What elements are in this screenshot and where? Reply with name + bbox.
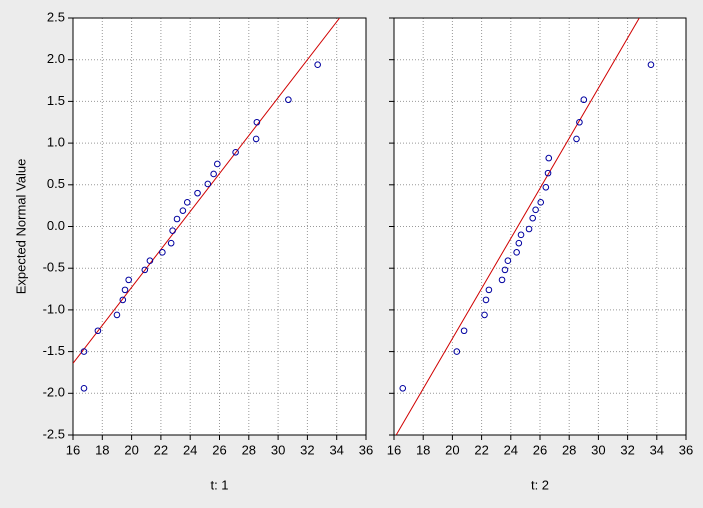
x-tick-label: 24 xyxy=(504,442,518,457)
point xyxy=(481,311,488,319)
point xyxy=(173,215,181,223)
point xyxy=(399,384,407,392)
point xyxy=(537,199,545,206)
y-tick-label: -1.5 xyxy=(43,343,65,358)
point xyxy=(542,184,550,191)
point xyxy=(513,249,520,256)
x-tick-label: 34 xyxy=(329,442,343,457)
y-tick-label: 2.0 xyxy=(47,51,65,66)
x-tick-label: 22 xyxy=(474,442,488,457)
fit-line xyxy=(395,18,640,435)
x-tick-label: 28 xyxy=(242,442,256,457)
y-tick-label: 1.5 xyxy=(47,93,65,108)
point xyxy=(482,296,490,304)
point xyxy=(485,286,493,294)
point xyxy=(80,384,88,392)
x-tick-label: 28 xyxy=(562,442,576,457)
x-tick-label: 30 xyxy=(591,442,605,457)
point xyxy=(460,327,468,335)
point xyxy=(119,296,127,304)
x-tick-label: 18 xyxy=(95,442,109,457)
point xyxy=(501,266,509,274)
point xyxy=(210,170,217,178)
point xyxy=(169,227,176,234)
x-tick-label: 22 xyxy=(154,442,168,457)
y-tick-label: 0.0 xyxy=(47,218,65,233)
point xyxy=(121,286,129,294)
plot-frame xyxy=(393,17,687,436)
y-axis-label: Expected Normal Value xyxy=(13,159,28,295)
point xyxy=(252,135,260,143)
point xyxy=(179,207,187,214)
point xyxy=(253,118,261,126)
point xyxy=(517,231,525,239)
x-tick-label: 20 xyxy=(445,442,459,457)
point xyxy=(159,249,166,256)
point xyxy=(529,214,537,222)
point xyxy=(544,169,552,177)
x-tick-label: 16 xyxy=(387,442,401,457)
x-tick-label: 36 xyxy=(359,442,373,457)
x-tick-label: 26 xyxy=(533,442,547,457)
point xyxy=(94,327,102,335)
point xyxy=(183,199,191,206)
fit-line xyxy=(73,18,341,364)
point xyxy=(453,348,461,355)
point xyxy=(545,154,553,162)
point xyxy=(214,160,221,168)
point xyxy=(504,257,512,264)
point xyxy=(576,118,583,126)
point xyxy=(515,239,523,247)
y-tick-label: -0.5 xyxy=(43,260,65,275)
x-tick-label: 30 xyxy=(271,442,285,457)
x-tick-label: 18 xyxy=(416,442,430,457)
y-tick-label: -1.0 xyxy=(43,301,65,316)
x-axis-label: t: 2 xyxy=(531,477,549,492)
point xyxy=(498,276,506,284)
point xyxy=(167,239,175,247)
point xyxy=(113,311,121,319)
x-axis-label: t: 1 xyxy=(210,477,228,492)
panel: -2.5 -2.0 -1.5 -1.0 -0.5 0.0 0.5 1.0 1.5 2.0 2.5 16… xyxy=(13,9,373,492)
x-tick-label: 34 xyxy=(650,442,664,457)
x-tick-label: 26 xyxy=(212,442,226,457)
y-tick-label: -2.0 xyxy=(43,385,65,400)
y-tick-label: -2.5 xyxy=(43,426,65,441)
plot-frame xyxy=(72,17,367,436)
point xyxy=(141,266,149,274)
y-tick-label: 1.0 xyxy=(47,135,65,150)
x-tick-label: 36 xyxy=(679,442,693,457)
point xyxy=(285,96,292,104)
point xyxy=(580,96,588,104)
point xyxy=(146,257,154,264)
y-tick-label: 2.5 xyxy=(47,9,65,24)
panel: 16 18 20 22 24 26 28 30 32 34 36 t: 2 xyxy=(387,17,693,492)
point xyxy=(204,180,212,188)
x-tick-label: 32 xyxy=(620,442,634,457)
point xyxy=(314,61,321,69)
x-tick-label: 24 xyxy=(183,442,197,457)
point xyxy=(80,348,88,355)
point xyxy=(525,225,533,233)
x-tick-label: 32 xyxy=(300,442,314,457)
x-tick-label: 16 xyxy=(66,442,80,457)
point xyxy=(532,206,539,214)
point xyxy=(573,135,580,143)
point xyxy=(194,189,201,197)
point xyxy=(232,148,239,156)
point xyxy=(125,276,132,284)
x-tick-label: 20 xyxy=(124,442,138,457)
point xyxy=(647,61,655,69)
y-tick-label: 0.5 xyxy=(47,176,65,191)
